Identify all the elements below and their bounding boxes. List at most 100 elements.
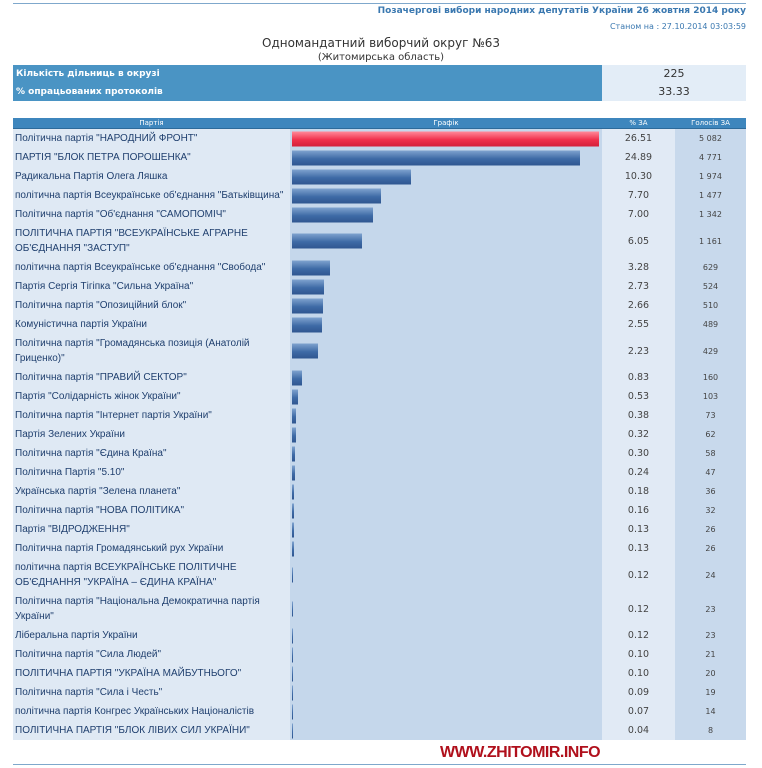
- votes-value: 20: [675, 664, 746, 683]
- table-row: Політична партія "Національна Демократич…: [13, 592, 746, 626]
- result-bar: [292, 601, 294, 617]
- percent-value: 0.30: [602, 444, 675, 463]
- result-bar: [292, 628, 294, 643]
- percent-value: 0.10: [602, 664, 675, 683]
- result-bar: [292, 685, 294, 700]
- chart-cell: [290, 315, 602, 334]
- percent-value: 0.18: [602, 482, 675, 501]
- result-bar: [292, 389, 299, 404]
- votes-value: 26: [675, 539, 746, 558]
- table-row: Партія "Солідарність жінок України" 0.53 1…: [13, 387, 746, 406]
- table-row: політична партія Всеукраїнське об'єднанн…: [13, 258, 746, 277]
- party-name: ПОЛІТИЧНА ПАРТІЯ "ВСЕУКРАЇНСЬКЕ АГРАРНЕ …: [13, 224, 290, 258]
- votes-value: 21: [675, 645, 746, 664]
- chart-cell: [290, 186, 602, 205]
- table-row: Радикальна Партія Олега Ляшка 10.30 1 974: [13, 167, 746, 186]
- votes-value: 5 082: [675, 129, 746, 148]
- result-bar: [292, 465, 295, 480]
- result-bar: [292, 541, 294, 556]
- result-bar: [292, 408, 297, 423]
- table-row: ПОЛІТИЧНА ПАРТІЯ "БЛОК ЛІВИХ СИЛ УКРАЇНИ…: [13, 721, 746, 740]
- percent-value: 0.32: [602, 425, 675, 444]
- bottom-divider: [13, 764, 746, 765]
- column-header-chart: Графік: [433, 119, 459, 127]
- percent-value: 0.83: [602, 368, 675, 387]
- table-row: Політична партія "Сила Людей" 0.10 21: [13, 645, 746, 664]
- percent-value: 0.38: [602, 406, 675, 425]
- percent-value: 7.70: [602, 186, 675, 205]
- column-header-votes: Голосів ЗА: [691, 119, 730, 127]
- party-name: Політична партія "Єдина Країна": [13, 444, 290, 463]
- table-row: Ліберальна партія України 0.12 23: [13, 626, 746, 645]
- votes-value: 14: [675, 702, 746, 721]
- summary-row-processed: % опрацьованих протоколів 33.33: [13, 83, 746, 101]
- table-header: Партія Графік % ЗА Голосів ЗА: [13, 118, 746, 129]
- result-bar: [292, 503, 294, 518]
- votes-value: 36: [675, 482, 746, 501]
- votes-value: 489: [675, 315, 746, 334]
- votes-value: 26: [675, 520, 746, 539]
- votes-value: 24: [675, 558, 746, 592]
- table-row: ПОЛІТИЧНА ПАРТІЯ "ВСЕУКРАЇНСЬКЕ АГРАРНЕ …: [13, 224, 746, 258]
- result-bar: [292, 188, 382, 203]
- result-bar: [292, 704, 293, 719]
- result-bar: [292, 427, 296, 442]
- table-row: політична партія Всеукраїнське об'єднанн…: [13, 186, 746, 205]
- votes-value: 429: [675, 334, 746, 368]
- votes-value: 1 974: [675, 167, 746, 186]
- page-subtitle: (Житомирська область): [317, 52, 445, 63]
- chart-cell: [290, 368, 602, 387]
- percent-value: 0.04: [602, 721, 675, 740]
- result-bar: [292, 370, 302, 385]
- votes-value: 160: [675, 368, 746, 387]
- percent-value: 0.53: [602, 387, 675, 406]
- table-row: Політична партія "Сила і Честь" 0.09 19: [13, 683, 746, 702]
- percent-value: 24.89: [602, 148, 675, 167]
- percent-value: 0.13: [602, 539, 675, 558]
- percent-value: 3.28: [602, 258, 675, 277]
- table-row: Партія "ВІДРОДЖЕННЯ" 0.13 26: [13, 520, 746, 539]
- table-row: Політична партія "Об'єднання "САМОПОМІЧ"…: [13, 205, 746, 224]
- result-bar: [292, 647, 294, 662]
- table-row: ПАРТІЯ "БЛОК ПЕТРА ПОРОШЕНКА" 24.89 4 771: [13, 148, 746, 167]
- chart-cell: [290, 334, 602, 368]
- table-row: Партія Зелених України 0.32 62: [13, 425, 746, 444]
- summary-row-stations: Кількість дільниць в окрузі 225: [13, 65, 746, 83]
- result-bar: [292, 207, 374, 222]
- votes-value: 103: [675, 387, 746, 406]
- party-name: ПОЛІТИЧНА ПАРТІЯ "УКРАЇНА МАЙБУТНЬОГО": [13, 664, 290, 683]
- chart-cell: [290, 425, 602, 444]
- votes-value: 8: [675, 721, 746, 740]
- votes-value: 510: [675, 296, 746, 315]
- result-bar: [292, 131, 599, 146]
- table-row: Політична партія "Єдина Країна" 0.30 58: [13, 444, 746, 463]
- result-bar: [292, 666, 294, 681]
- chart-cell: [290, 626, 602, 645]
- chart-cell: [290, 167, 602, 186]
- party-name: Політична партія "Опозиційний блок": [13, 296, 290, 315]
- percent-value: 0.09: [602, 683, 675, 702]
- chart-cell: [290, 664, 602, 683]
- result-bar: [292, 260, 330, 275]
- result-bar: [292, 567, 294, 583]
- chart-cell: [290, 558, 602, 592]
- result-bar: [292, 484, 295, 499]
- party-name: Українська партія "Зелена планета": [13, 482, 290, 501]
- table-row: Політична партія "Опозиційний блок" 2.66 5…: [13, 296, 746, 315]
- party-name: Політична партія "Сила і Честь": [13, 683, 290, 702]
- result-bar: [292, 150, 581, 165]
- party-name: Політична партія "Громадянська позиція (…: [13, 334, 290, 368]
- votes-value: 19: [675, 683, 746, 702]
- table-row: Партія Сергія Тігіпка "Сильна Україна" 2.…: [13, 277, 746, 296]
- chart-cell: [290, 463, 602, 482]
- party-name: Радикальна Партія Олега Ляшка: [13, 167, 290, 186]
- result-bar: [292, 298, 323, 313]
- summary-value: 225: [602, 65, 746, 83]
- votes-value: 73: [675, 406, 746, 425]
- page-title: Одномандатний виборчий округ №63: [262, 36, 500, 50]
- votes-value: 1 477: [675, 186, 746, 205]
- summary-label: Кількість дільниць в окрузі: [13, 65, 602, 83]
- party-name: політична партія Всеукраїнське об'єднанн…: [13, 186, 290, 205]
- votes-value: 1 342: [675, 205, 746, 224]
- chart-cell: [290, 406, 602, 425]
